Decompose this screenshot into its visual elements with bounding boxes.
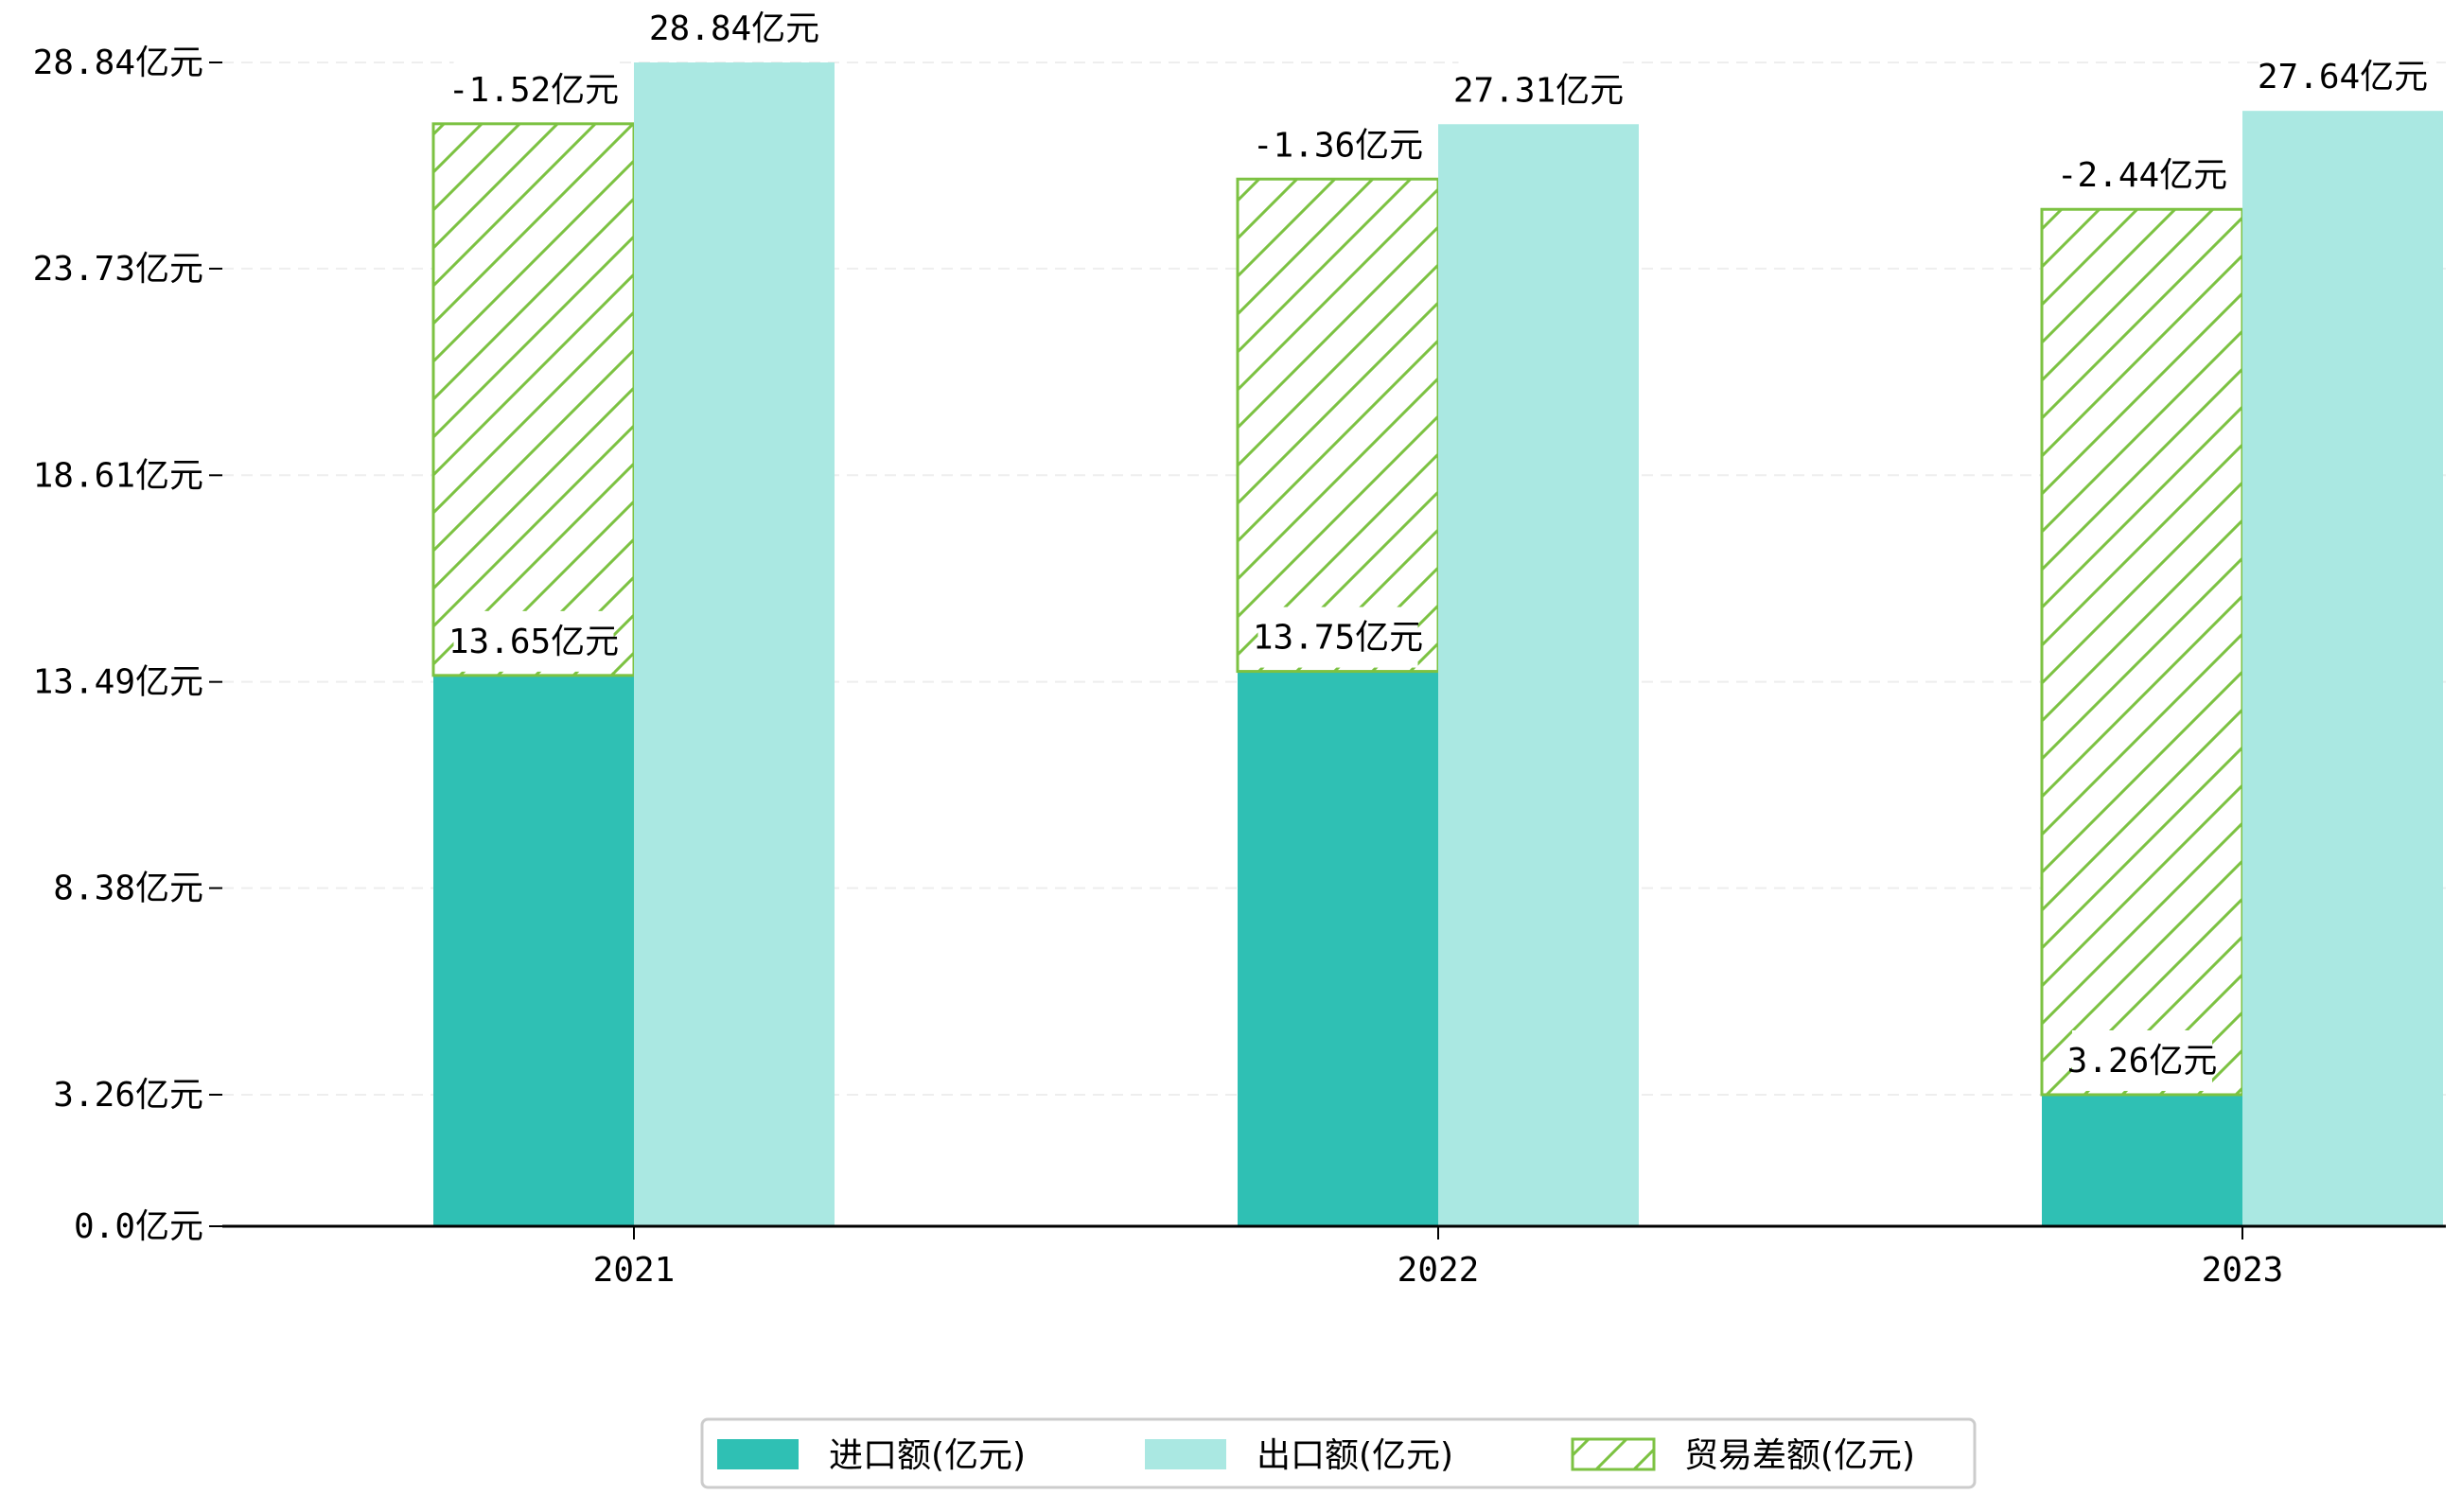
label-import-2022: 13.75亿元 [1253, 607, 1423, 668]
x-tick-label-2021: 2021 [593, 1251, 676, 1290]
label-export-2021: 28.84亿元 [649, 0, 819, 59]
label-export-2022: 27.31亿元 [1453, 60, 1624, 121]
label-balance-2023-bg [2062, 145, 2223, 206]
label-export-2022-text: 27.31亿元 [1453, 71, 1624, 110]
legend-box [700, 1417, 1977, 1489]
label-export-2023-bg [2262, 46, 2423, 108]
y-tick-label: 3.26亿元 [53, 1076, 203, 1115]
label-export-2022-bg [1458, 60, 1619, 121]
label-import-2021: 13.65亿元 [448, 610, 619, 672]
bar-balance-2022 [1236, 177, 1440, 674]
label-import-2022-text: 13.75亿元 [1253, 619, 1423, 658]
label-import-2023: 3.26亿元 [2067, 1029, 2218, 1091]
y-tick-label: 28.84亿元 [33, 44, 203, 82]
label-import-2023-bg [2072, 1029, 2212, 1091]
label-balance-2022-text: -1.36亿元 [1253, 126, 1423, 165]
label-balance-2022-bg [1257, 114, 1418, 176]
bar-export-2023 [2242, 111, 2443, 1226]
label-balance-2021: -1.52亿元 [448, 59, 619, 120]
legend-import-swatch [717, 1439, 799, 1469]
label-balance-2021-text: -1.52亿元 [448, 71, 619, 110]
legend-import-label: 进口额(亿元) [829, 1436, 1026, 1475]
bar-balance-2021 [431, 122, 636, 677]
legend-balance-label: 贸易差额(亿元) [1684, 1436, 1915, 1475]
legend-export-label: 出口额(亿元) [1257, 1436, 1453, 1475]
y-tick-label: 23.73亿元 [33, 250, 203, 289]
y-tick-label: 8.38亿元 [53, 870, 203, 908]
label-export-2021-text: 28.84亿元 [649, 9, 819, 48]
label-export-2023-text: 27.64亿元 [2258, 58, 2428, 97]
legend-export: 出口额(亿元) [1145, 1436, 1453, 1475]
x-tick-label-2023: 2023 [2202, 1251, 2284, 1290]
label-balance-2023-text: -2.44亿元 [2057, 156, 2227, 195]
label-import-2022-bg [1257, 607, 1418, 668]
label-balance-2021-bg [453, 59, 614, 120]
label-export-2021-bg [654, 0, 815, 59]
label-export-2023: 27.64亿元 [2258, 46, 2428, 108]
data-labels: 13.65亿元 -1.52亿元 28.84亿元 13.75亿元 -1.36亿元 27.31… [448, 0, 2428, 1091]
legend-export-swatch [1145, 1439, 1226, 1469]
y-tick-label: 13.49亿元 [33, 663, 203, 702]
bar-import-2022 [1238, 671, 1438, 1226]
legend-balance: 贸易差额(亿元) [1571, 1436, 1915, 1475]
bar-export-2021 [634, 62, 835, 1226]
label-import-2021-bg [453, 610, 614, 672]
legend: 进口额(亿元) 出口额(亿元) 贸易差额(亿元) [700, 1417, 1977, 1489]
bars [431, 62, 2443, 1226]
legend-import: 进口额(亿元) [717, 1436, 1026, 1475]
label-balance-2023: -2.44亿元 [2057, 145, 2227, 206]
bar-balance-2023 [2040, 207, 2244, 1097]
bar-import-2023 [2042, 1094, 2242, 1226]
y-tick-label: 18.61亿元 [33, 456, 203, 495]
axes: 0.0亿元 3.26亿元 8.38亿元 13.49亿元 18.61亿元 23.73亿元 28… [33, 44, 2446, 1290]
label-balance-2022: -1.36亿元 [1253, 114, 1423, 176]
legend-balance-swatch [1571, 1437, 1656, 1471]
y-tick-label: 0.0亿元 [74, 1207, 203, 1246]
label-import-2023-text: 3.26亿元 [2067, 1042, 2218, 1081]
label-import-2021-text: 13.65亿元 [448, 623, 619, 661]
x-tick-label-2022: 2022 [1397, 1251, 1480, 1290]
bar-export-2022 [1438, 124, 1639, 1226]
bar-import-2021 [433, 675, 634, 1226]
